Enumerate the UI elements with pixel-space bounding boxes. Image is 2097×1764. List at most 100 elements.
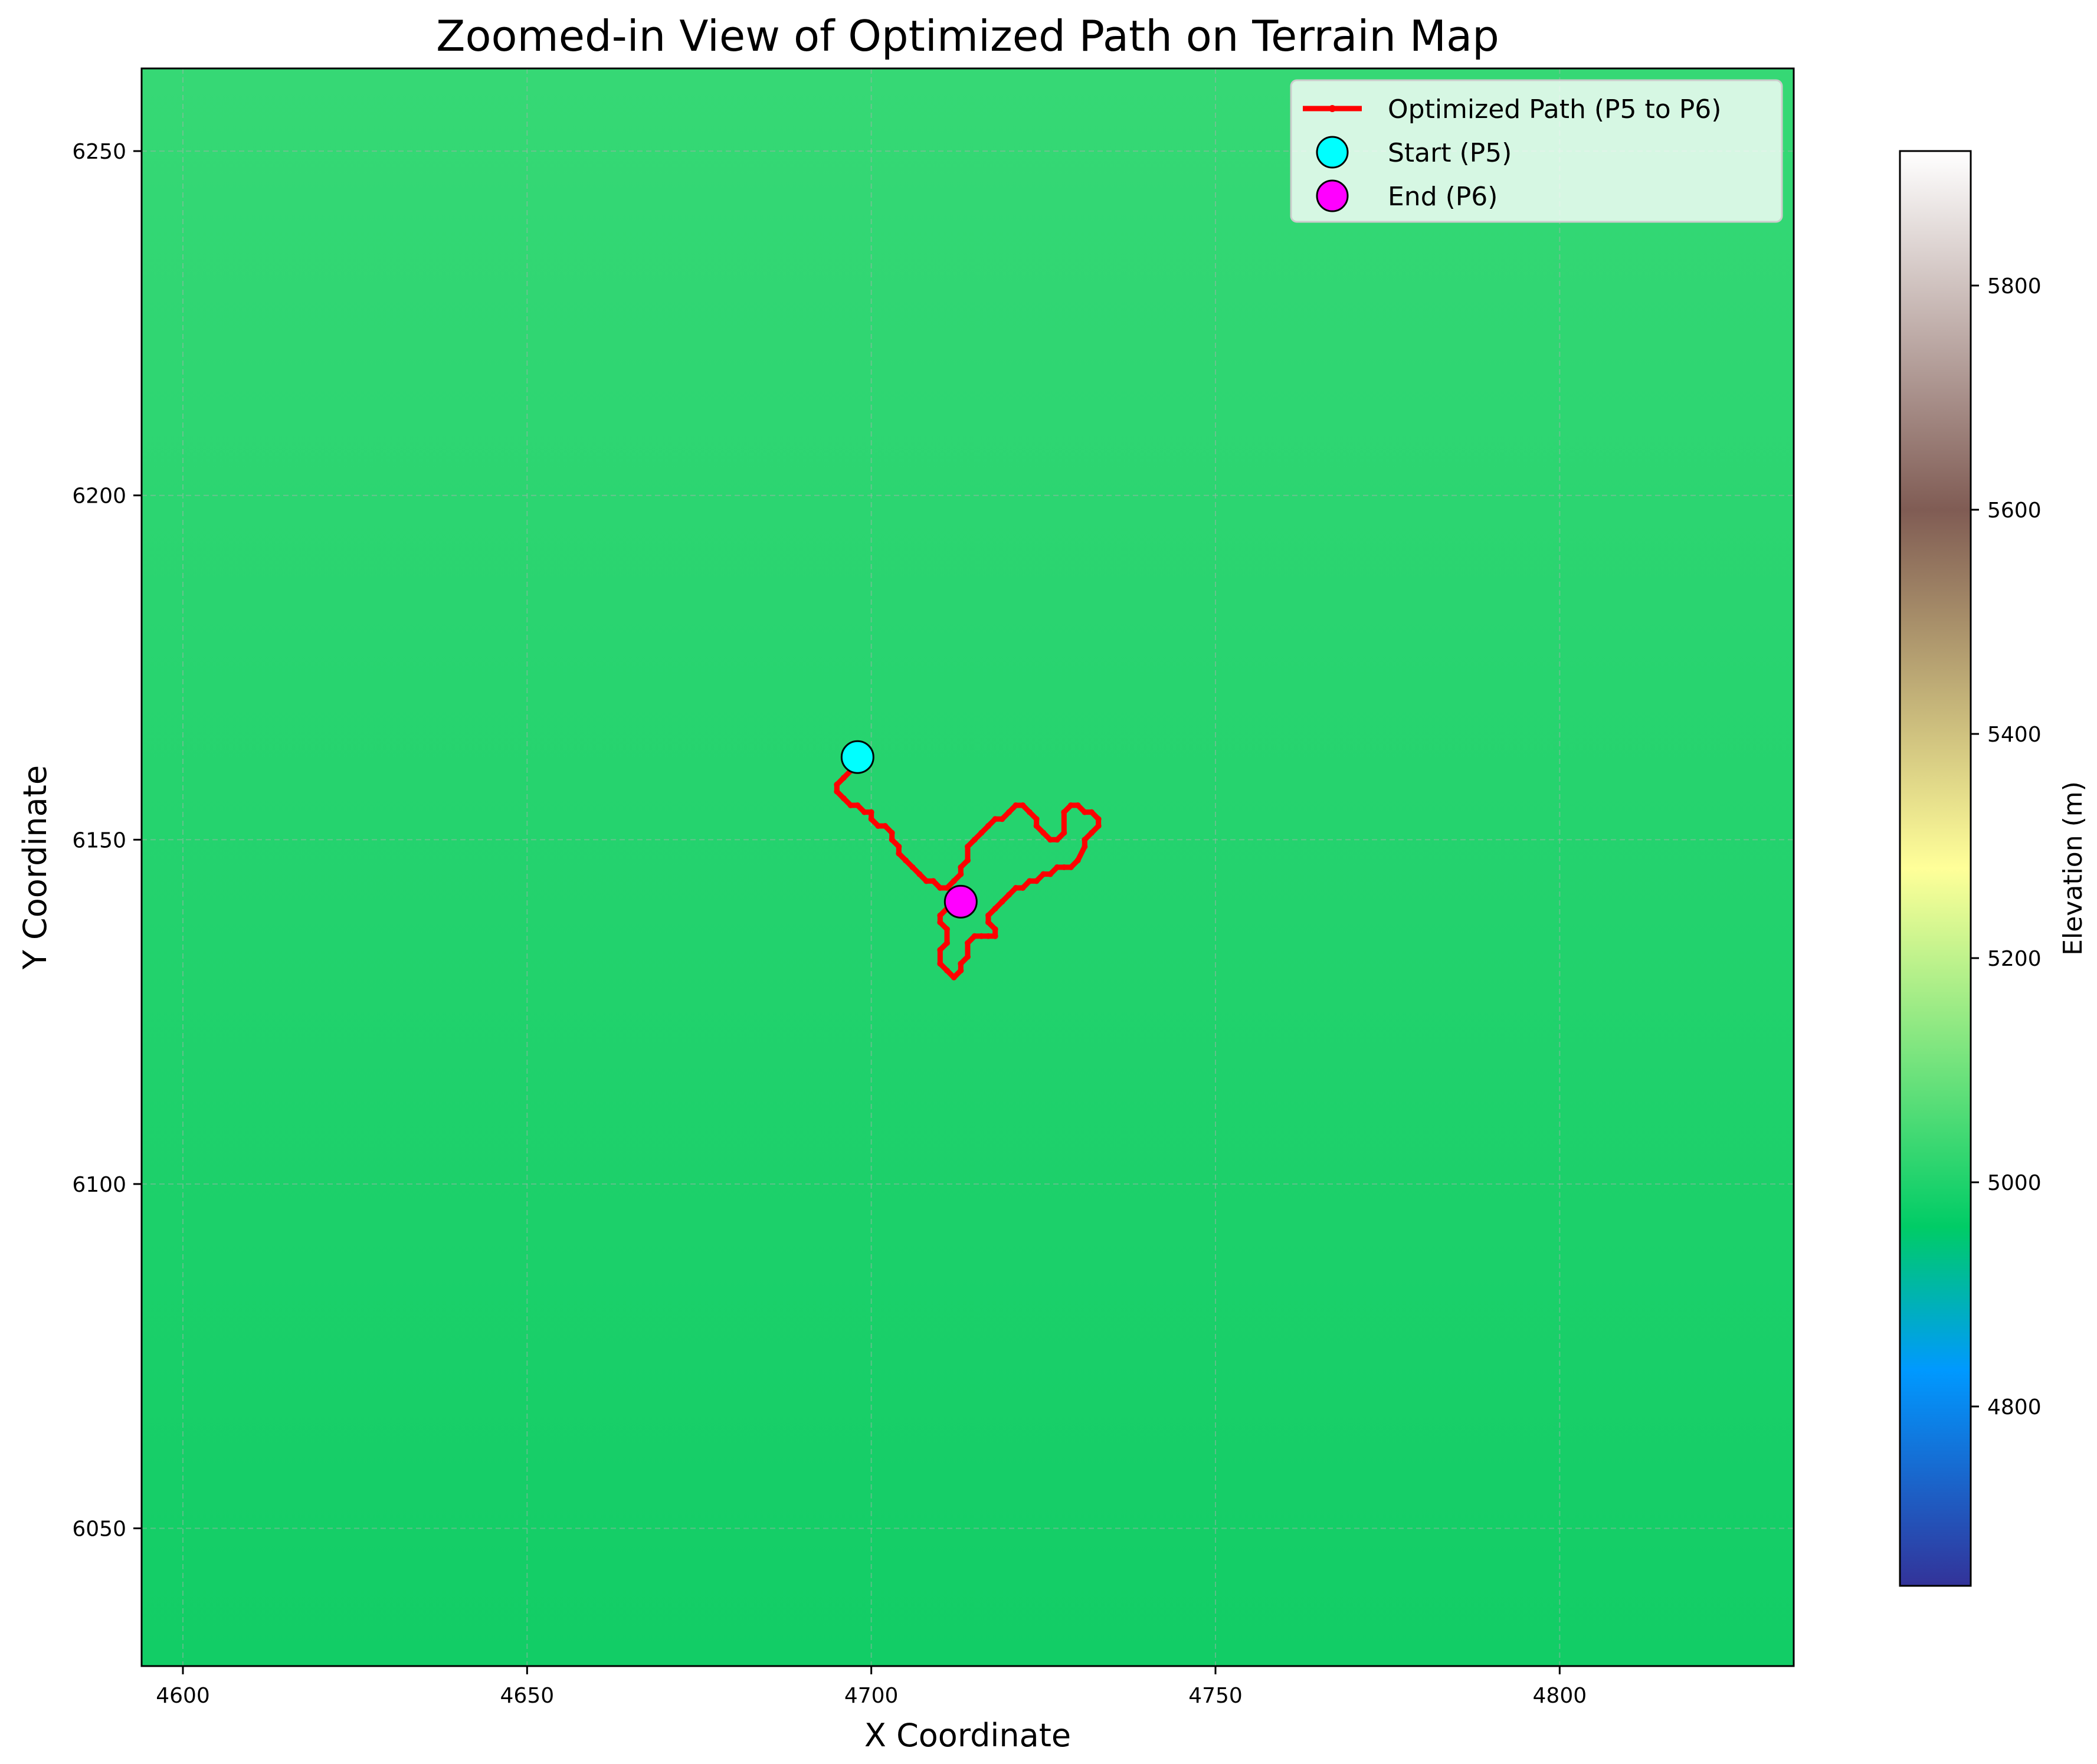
path-point	[1013, 885, 1019, 891]
path-point	[875, 822, 882, 829]
path-point	[1033, 816, 1040, 822]
path-point	[847, 802, 854, 808]
path-point	[937, 885, 943, 891]
path-point	[923, 878, 929, 884]
x-axis-label: X Coordinate	[864, 1717, 1071, 1754]
path-point	[937, 919, 943, 926]
path-point	[1095, 822, 1102, 829]
path-point	[882, 822, 888, 829]
path-point	[1061, 809, 1067, 815]
path-point	[868, 809, 874, 815]
path-point	[958, 968, 964, 974]
path-point	[1033, 822, 1040, 829]
path-point	[937, 960, 943, 967]
x-tick-label: 4700	[844, 1684, 899, 1708]
path-point	[1047, 837, 1053, 843]
path-point	[944, 926, 950, 933]
path-point	[889, 837, 895, 843]
path-point	[841, 775, 847, 781]
path-point	[1054, 837, 1060, 843]
path-point	[965, 857, 971, 864]
path-point	[1082, 809, 1088, 815]
path-point	[1020, 885, 1026, 891]
legend-start-marker	[1316, 136, 1349, 169]
path-point	[1020, 802, 1026, 808]
path-point	[999, 899, 1005, 905]
y-tick-label: 6050	[72, 1517, 126, 1542]
legend-label-start: Start (P5)	[1388, 138, 1512, 168]
x-tick-label: 4800	[1533, 1684, 1587, 1708]
path-point	[985, 919, 991, 926]
y-tick-label: 6250	[72, 140, 126, 164]
x-axis-ticks: 4600 4650 4700 4750 4800	[156, 1666, 1587, 1708]
end-marker	[943, 884, 978, 919]
colorbar	[1899, 150, 1972, 1587]
legend-box	[1290, 79, 1783, 223]
y-axis-ticks: 6050 6100 6150 6200 6250	[72, 140, 142, 1542]
path-point	[937, 947, 943, 953]
path-point	[834, 781, 840, 788]
path-point	[1061, 829, 1067, 836]
path-point	[999, 816, 1005, 822]
x-tick-label: 4650	[500, 1684, 555, 1708]
path-point	[916, 871, 923, 877]
colorbar-tick-label: 5000	[1987, 1171, 2042, 1195]
path-point	[985, 822, 991, 829]
path-point	[896, 850, 902, 857]
colorbar-label: Elevation (m)	[2058, 781, 2088, 956]
path-point	[1082, 837, 1088, 843]
path-point	[978, 829, 985, 836]
path-point	[930, 878, 936, 884]
path-point	[1068, 864, 1074, 870]
path-point	[861, 809, 867, 815]
path-point	[1082, 843, 1088, 850]
path-point	[958, 960, 964, 967]
path-point	[1040, 829, 1047, 836]
path-point	[1089, 809, 1095, 815]
y-tick-label: 6200	[72, 484, 126, 509]
start-marker	[840, 740, 874, 774]
x-tick-label: 4600	[156, 1684, 210, 1708]
legend-label-path: Optimized Path (P5 to P6)	[1388, 94, 1721, 124]
path-point	[971, 837, 978, 843]
path-point	[1061, 864, 1067, 870]
path-point	[1095, 816, 1102, 822]
path-point	[965, 843, 971, 850]
path-point	[896, 843, 902, 850]
path-point	[965, 953, 971, 960]
legend: Optimized Path (P5 to P6) Start (P5) End…	[1290, 79, 1783, 223]
path-point	[944, 885, 950, 891]
colorbar-tick-label: 4800	[1987, 1395, 2042, 1419]
colorbar-tick-label: 5600	[1987, 499, 2042, 523]
path-point	[868, 816, 874, 822]
series-layer	[834, 740, 1102, 981]
path-point	[1074, 857, 1081, 864]
path-point	[1054, 864, 1060, 870]
path-point	[1013, 802, 1019, 808]
path-point	[937, 912, 943, 919]
path-point	[958, 864, 964, 870]
x-tick-label: 4750	[1188, 1684, 1243, 1708]
path-point	[985, 912, 991, 919]
plot-frame	[140, 67, 1795, 1667]
path-point	[965, 940, 971, 946]
path-point	[992, 933, 998, 939]
path-point	[909, 864, 916, 870]
path-point	[992, 816, 998, 822]
path-point	[903, 857, 909, 864]
path-point	[992, 926, 998, 933]
path-point	[889, 829, 895, 836]
path-point	[1074, 802, 1081, 808]
path-point	[971, 933, 978, 939]
path-point	[944, 968, 950, 974]
path-point	[834, 788, 840, 795]
path-point	[1089, 829, 1095, 836]
colorbar-tick-label: 5200	[1987, 947, 2042, 971]
path-point	[958, 871, 964, 877]
path-point	[1033, 878, 1040, 884]
legend-line-marker	[1329, 105, 1336, 112]
legend-end-marker	[1316, 179, 1349, 212]
y-tick-label: 6100	[72, 1173, 126, 1197]
chart-title: Zoomed-in View of Optimized Path on Terr…	[436, 11, 1499, 61]
y-axis-label: Y Coordinate	[17, 765, 54, 970]
